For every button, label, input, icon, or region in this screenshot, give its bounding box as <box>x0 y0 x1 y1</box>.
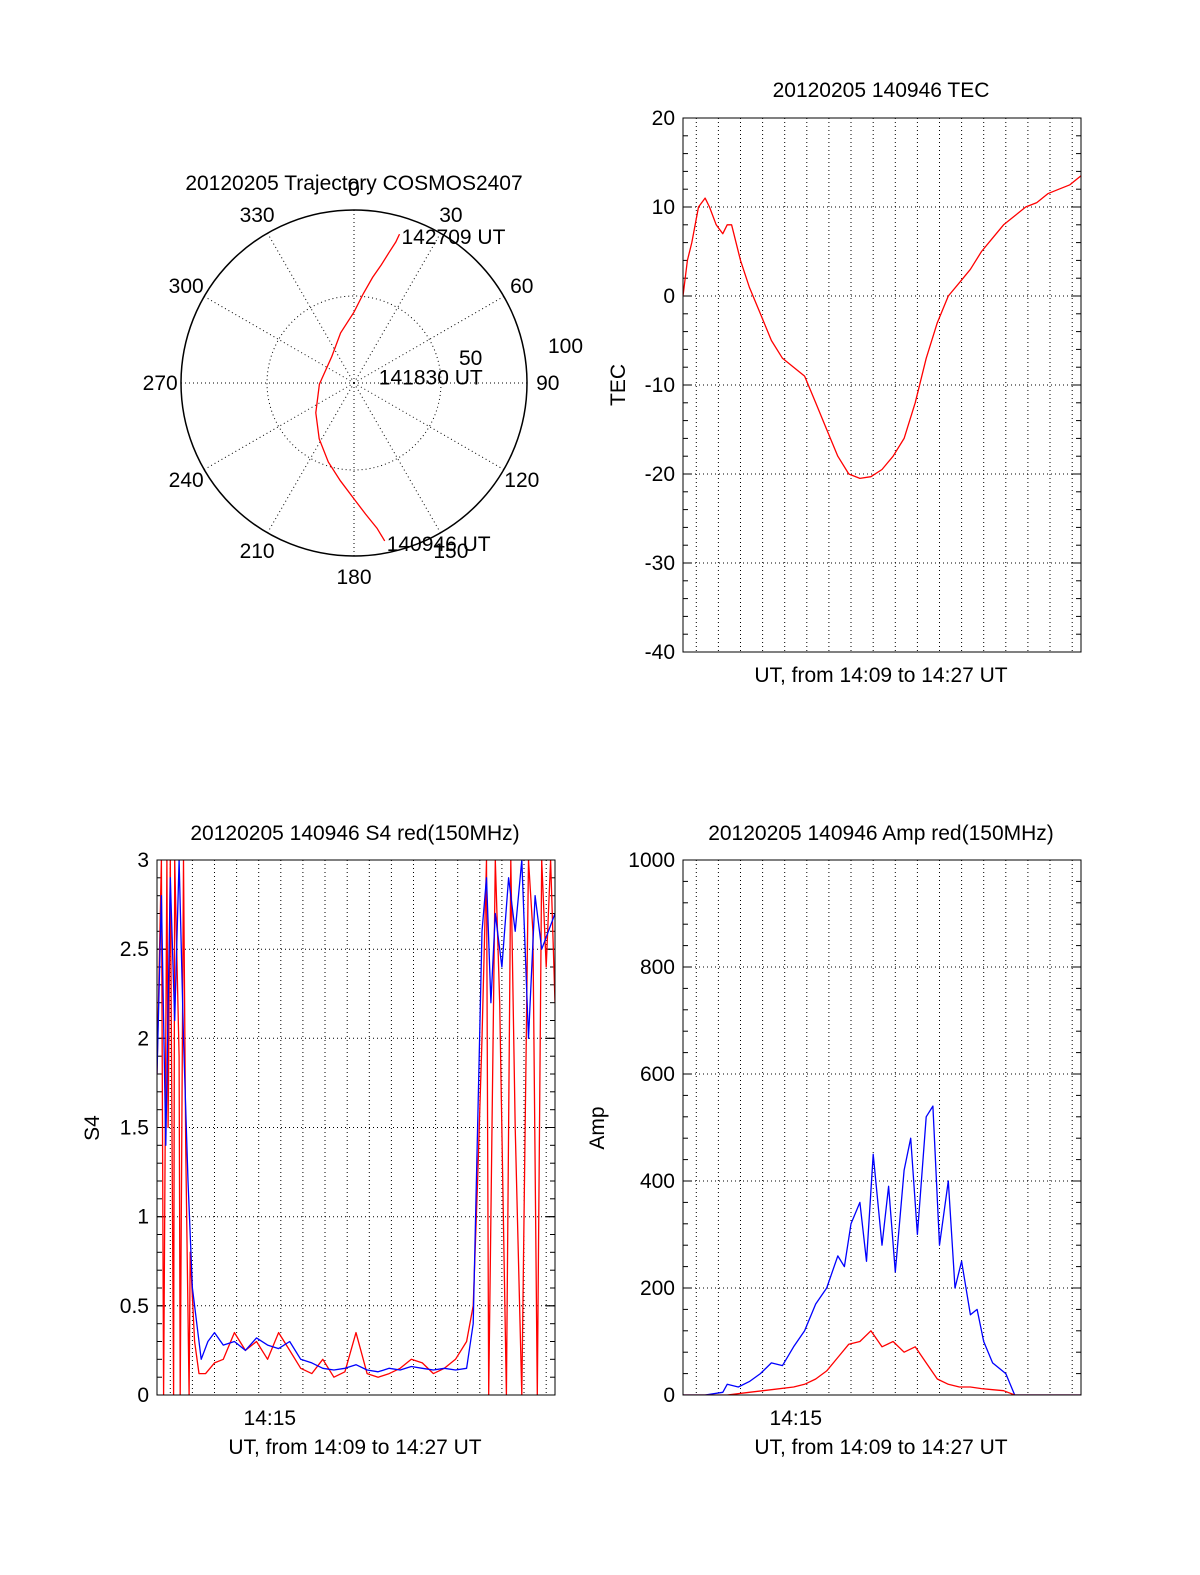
polar-azimuth-label: 180 <box>336 566 371 589</box>
polar-spoke-330 <box>267 232 355 384</box>
polar-plot: 20120205 Trajectory COSMOS2407 0 30 60 90 12… <box>143 172 583 589</box>
amp-ytick-label: 200 <box>640 1277 675 1300</box>
amp-xtick-labels: 14:15 <box>770 1407 823 1430</box>
polar-azimuth-label: 60 <box>510 275 533 298</box>
amp-ytick-label: 400 <box>640 1170 675 1193</box>
polar-azimuth-label: 90 <box>536 372 559 395</box>
s4-ytick-label: 2 <box>137 1027 149 1050</box>
polar-annotation: 141830 UT <box>379 367 483 390</box>
s4-xtick-labels: 14:15 <box>244 1407 297 1430</box>
tec-ytick-label: -10 <box>645 374 675 397</box>
tec-ticks <box>683 117 1081 653</box>
s4-series <box>157 860 555 1395</box>
s4-line-red <box>157 860 555 1395</box>
amp-ytick-label: 1000 <box>628 849 675 872</box>
polar-grid-circle <box>266 295 442 471</box>
amp-plot: 20120205 140946 Amp red(150MHz) UT, from… <box>586 822 1082 1459</box>
amp-xlabel: UT, from 14:09 to 14:27 UT <box>754 1436 1007 1459</box>
polar-azimuth-label: 330 <box>240 204 275 227</box>
tec-ytick-label: 20 <box>652 107 675 130</box>
s4-title: 20120205 140946 S4 red(150MHz) <box>190 822 519 845</box>
polar-azimuth-label: 150 <box>433 540 468 563</box>
amp-ticks <box>683 859 1081 1396</box>
polar-azimuth-label: 30 <box>439 204 462 227</box>
tec-ytick-label: -30 <box>645 552 675 575</box>
amp-ytick-label: 0 <box>663 1384 675 1407</box>
polar-radial-label-50: 50 <box>459 347 482 370</box>
s4-ytick-label: 0.5 <box>120 1295 149 1318</box>
tec-title: 20120205 140946 TEC <box>773 79 990 102</box>
s4-ytick-label: 0 <box>137 1384 149 1407</box>
tec-grid <box>683 117 1081 653</box>
polar-annotation: 142709 UT <box>402 226 506 249</box>
polar-azimuth-label: 240 <box>169 469 204 492</box>
s4-xtick-label: 14:15 <box>244 1407 297 1430</box>
polar-spoke-120 <box>353 382 505 470</box>
polar-radial-label-100: 100 <box>548 335 583 358</box>
s4-grid <box>157 859 555 1396</box>
amp-xtick-label: 14:15 <box>770 1407 823 1430</box>
polar-azimuth-label: 0 <box>348 178 360 201</box>
tec-frame <box>682 117 1082 653</box>
polar-spokes <box>181 210 527 556</box>
amp-title: 20120205 140946 Amp red(150MHz) <box>708 822 1054 845</box>
s4-ytick-label: 1 <box>137 1206 149 1229</box>
s4-ticks <box>157 859 555 1396</box>
polar-azimuth-label: 300 <box>169 275 204 298</box>
tec-xlabel: UT, from 14:09 to 14:27 UT <box>754 664 1007 687</box>
polar-trajectory <box>315 233 401 542</box>
polar-spoke-60 <box>353 296 505 384</box>
s4-ytick-label: 2.5 <box>120 938 149 961</box>
polar-spoke-300 <box>203 296 355 384</box>
tec-ytick-label: -40 <box>645 641 675 664</box>
s4-ytick-label: 3 <box>137 849 149 872</box>
amp-ytick-label: 600 <box>640 1063 675 1086</box>
amp-line-blue <box>683 1105 1081 1395</box>
amp-ylabel: Amp <box>586 1106 609 1149</box>
s4-frame <box>156 859 556 1396</box>
amp-line-red <box>683 1330 1081 1395</box>
tec-line-red <box>683 175 1081 480</box>
amp-ytick-label: 800 <box>640 956 675 979</box>
s4-line-blue <box>157 860 555 1373</box>
tec-ytick-labels: -40 -30 -20 -10 0 10 20 <box>645 107 675 664</box>
s4-ytick-label: 1.5 <box>120 1117 149 1140</box>
polar-azimuth-label: 210 <box>240 540 275 563</box>
amp-grid <box>683 859 1081 1396</box>
amp-frame <box>682 859 1082 1396</box>
polar-annotations: 142709 UT 141830 UT 140946 UT <box>379 226 506 556</box>
polar-azimuth-label: 270 <box>143 372 178 395</box>
polar-trajectory-line <box>315 233 401 542</box>
polar-azimuth-label: 120 <box>504 469 539 492</box>
s4-plot: 20120205 140946 S4 red(150MHz) UT, from … <box>81 822 556 1459</box>
polar-annotation: 140946 UT <box>387 533 491 556</box>
tec-ytick-label: -20 <box>645 463 675 486</box>
polar-spoke-240 <box>203 382 355 470</box>
tec-ytick-label: 10 <box>652 196 675 219</box>
tec-ylabel: TEC <box>607 364 630 406</box>
s4-ylabel: S4 <box>81 1115 104 1141</box>
tec-ytick-label: 0 <box>663 285 675 308</box>
amp-series <box>683 1105 1081 1395</box>
polar-title: 20120205 Trajectory COSMOS2407 <box>185 172 522 195</box>
s4-ytick-labels: 0 0.5 1 1.5 2 2.5 3 <box>120 849 149 1407</box>
tec-series <box>683 175 1081 480</box>
tec-plot: 20120205 140946 TEC UT, from 14:09 to 14… <box>607 79 1082 687</box>
s4-xlabel: UT, from 14:09 to 14:27 UT <box>228 1436 481 1459</box>
amp-ytick-labels: 0 200 400 600 800 1000 <box>628 849 675 1407</box>
polar-azimuth-labels: 0 30 60 90 120 150 180 210 240 270 300 330 <box>143 178 560 589</box>
polar-spoke-210 <box>267 382 355 534</box>
polar-spoke-150 <box>353 382 441 534</box>
polar-spoke-30 <box>353 232 441 384</box>
